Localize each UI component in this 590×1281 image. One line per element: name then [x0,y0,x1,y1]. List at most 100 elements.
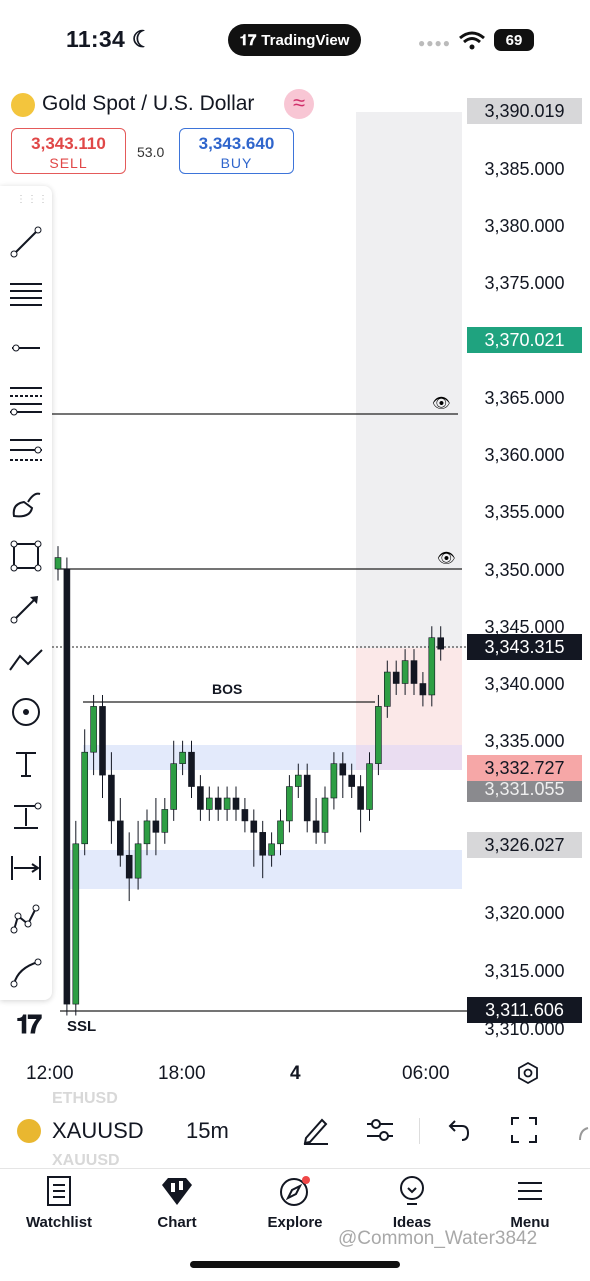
ssl-label: SSL [67,1018,96,1035]
horizontal-line-icon[interactable] [8,330,44,366]
price-tick: 3,315.000 [484,961,565,981]
path-icon[interactable] [8,642,44,678]
explore-icon [280,1176,310,1206]
indicators-icon[interactable] [364,1114,396,1146]
price-label-light: 3,326.027 [467,832,582,858]
price-tick: 3,335.000 [484,731,565,751]
trend-line-icon[interactable] [8,224,44,260]
price-label-red: 3,332.727 [467,755,582,781]
candle-body [401,660,409,684]
demand-zone-lower [68,850,462,889]
candle-body [188,751,195,787]
price-tick: 3,360.000 [484,445,565,465]
candle-body [259,832,267,856]
price-tick: 3,380.000 [484,216,565,236]
sell-button[interactable]: 3,343.110 SELL [11,128,126,174]
candle-series [54,546,445,1016]
candle-body [143,820,151,845]
price-tick: 3,365.000 [484,388,565,408]
bos-label: BOS [212,681,242,697]
wifi-icon [459,31,485,50]
market-status-icon[interactable]: ≈ [284,89,314,119]
price-range-icon[interactable] [8,798,44,834]
chart-settings-icon[interactable] [516,1061,540,1085]
candle-body [330,763,338,799]
candle-body [179,751,186,764]
curve-icon[interactable] [8,954,44,990]
tradingview-pill: 𝟏𝟕 TradingView [228,24,361,56]
arrow-tool-icon[interactable] [8,590,44,626]
candle-body [312,820,320,833]
overlap-zone [356,745,462,770]
home-indicator [190,1261,400,1268]
candle-body [339,763,347,776]
tab-label: Menu [510,1214,550,1231]
candle-body [125,854,133,879]
chart-canvas[interactable]: 👁 👁 BOS SSL [0,100,467,1050]
tab-label: Chart [157,1214,197,1231]
brush-icon[interactable] [8,486,44,522]
fib-retracement-icon[interactable] [8,382,44,418]
buy-button[interactable]: 3,343.640 BUY [179,128,294,174]
circle-tool-icon[interactable] [8,694,44,730]
price-tick: 3,345.000 [484,617,565,637]
candle-body [117,820,124,856]
session-shade [356,112,462,650]
candle-body [277,820,284,845]
parallel-lines-icon[interactable] [8,278,44,314]
time-label: 12:00 [26,1063,74,1084]
drawing-toolbar: ⋮⋮⋮ [0,186,52,1000]
undo-icon[interactable] [444,1116,472,1144]
more-tools-icon[interactable] [578,1126,590,1142]
candle-body [161,809,169,833]
fullscreen-icon[interactable] [509,1115,539,1145]
tab-ideas[interactable]: Ideas [362,1175,462,1231]
tab-explore[interactable]: Explore [245,1175,345,1231]
interval-selector[interactable]: 15m [186,1118,229,1143]
watermark: @Common_Water3842 [338,1228,538,1249]
tab-watchlist[interactable]: Watchlist [9,1175,109,1231]
tab-label: Explore [267,1214,323,1231]
candle-body [214,797,222,810]
candle-body [383,671,391,707]
tab-chart[interactable]: Chart [127,1175,227,1231]
gold-coin-icon [11,93,35,117]
eye-icon[interactable]: 👁 [432,395,451,412]
price-tick: 3,310.000 [484,1019,565,1039]
price-tick: 3,355.000 [484,502,565,522]
candle-body [321,797,329,833]
tradingview-logo-icon: 𝟏𝟕 [16,1009,42,1039]
drag-handle-icon[interactable]: ⋮⋮⋮ [16,194,49,205]
eye-icon[interactable]: 👁 [437,550,456,567]
time-label: 18:00 [158,1063,206,1084]
price-label-green: 3,370.021 [467,327,582,353]
pattern-icon[interactable] [8,902,44,938]
candle-body [197,786,204,810]
drawing-pen-icon[interactable] [300,1114,332,1146]
text-tool-icon[interactable] [8,746,44,782]
buy-price: 3,343.640 [198,134,275,153]
candle-body [268,843,275,856]
candle-body [108,774,115,822]
status-time: 11:34 ☾ [66,26,153,52]
gold-coin-icon [17,1119,41,1143]
symbol-selector[interactable]: XAUUSD [52,1118,144,1143]
rectangle-icon[interactable] [8,538,44,574]
symbol-bar: ETHUSD XAUUSD XAUUSD 15m [0,1090,590,1169]
price-tick: 3,320.000 [484,903,565,923]
tab-menu[interactable]: Menu [480,1175,580,1231]
candle-body [366,763,373,810]
menu-icon [518,1182,542,1200]
candle-body [294,774,302,787]
fib-channel-icon[interactable] [8,434,44,470]
candle-body [419,683,427,696]
candle-body [206,797,213,810]
candle-body [392,671,400,684]
tab-label: Ideas [392,1214,432,1231]
date-range-icon[interactable] [8,850,44,886]
symbol-title[interactable]: Gold Spot / U.S. Dollar [42,92,255,115]
buy-label: BUY [220,155,253,171]
candle-body [286,786,293,822]
candle-body [357,786,364,810]
candle-body [250,820,258,833]
